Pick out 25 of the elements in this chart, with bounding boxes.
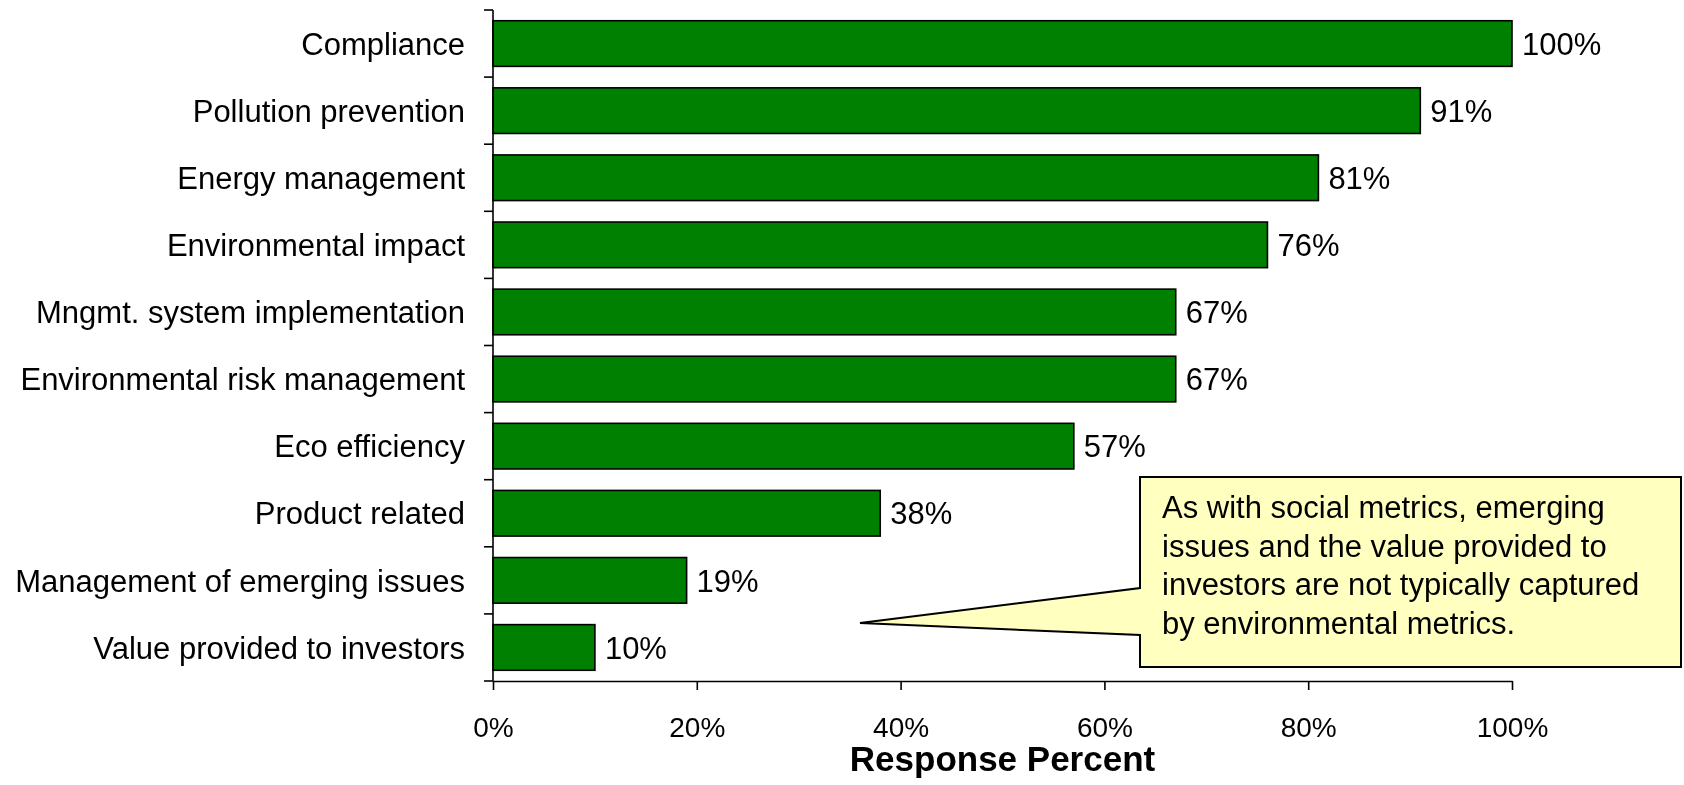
y-tick-label: Eco efficiency	[274, 429, 466, 465]
data-label: 38%	[890, 496, 953, 532]
y-tick-label: Management of emerging issues	[15, 563, 465, 599]
data-label: 76%	[1277, 228, 1340, 264]
y-tick-label: Product related	[254, 496, 465, 532]
data-label: 67%	[1185, 295, 1248, 331]
y-tick-label: Environmental risk management	[20, 362, 466, 398]
x-tick-label: 20%	[669, 711, 726, 743]
data-label: 57%	[1083, 429, 1146, 465]
data-label: 67%	[1185, 362, 1248, 398]
annotation: As with social metrics, emerging issues and the value provided to investors are not typically captured by environmental metrics.	[1162, 490, 1640, 641]
y-tick-label: Mngmt. system implementation	[36, 295, 465, 331]
data-label: 19%	[696, 563, 759, 599]
y-tick-label: Environmental impact	[166, 228, 466, 264]
x-tick-label: 0%	[473, 711, 514, 743]
y-tick-label: Value provided to investors	[93, 630, 465, 666]
x-tick-label: 100%	[1476, 711, 1549, 743]
data-label: 100%	[1522, 26, 1602, 62]
data-label: 10%	[604, 630, 667, 666]
x-tick-label: 80%	[1280, 711, 1337, 743]
data-label: 91%	[1430, 93, 1493, 129]
data-label: 81%	[1328, 160, 1391, 196]
y-tick-label: Pollution prevention	[192, 93, 465, 129]
y-tick-label: Energy management	[177, 160, 466, 196]
y-tick-label: Compliance	[301, 26, 465, 62]
